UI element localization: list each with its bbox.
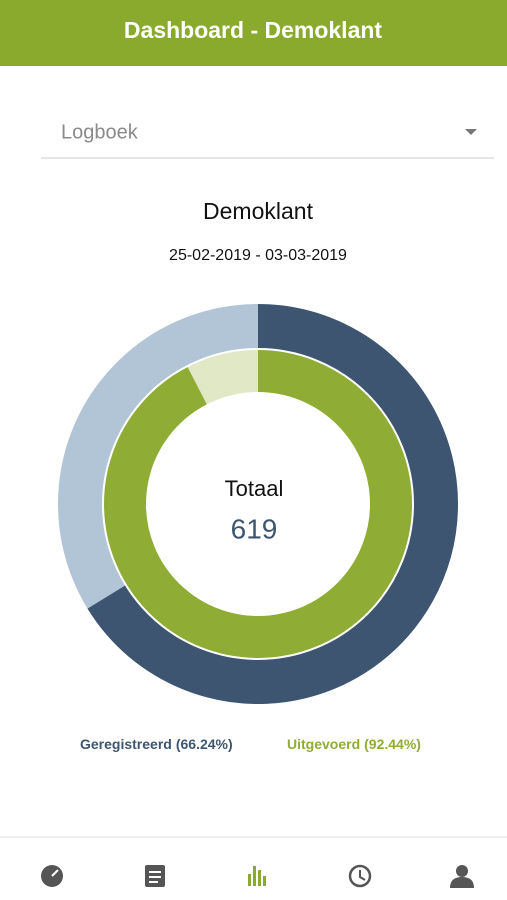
legend-entry: Uitgevoerd (92.44%) bbox=[287, 736, 421, 752]
legend-value: (92.44%) bbox=[364, 736, 421, 752]
legend: Geregistreerd (66.24%) Uitgevoerd (92.44%) bbox=[80, 736, 421, 752]
chart-title: Demoklant bbox=[203, 198, 314, 224]
nav-stats[interactable] bbox=[248, 866, 266, 886]
legend-entry: Geregistreerd (66.24%) bbox=[80, 736, 233, 752]
nav-time[interactable] bbox=[348, 864, 372, 888]
dropdown-arrow bbox=[465, 129, 477, 135]
header-bar bbox=[0, 0, 507, 66]
legend-value: (66.24%) bbox=[176, 736, 233, 752]
dropdown-label: Logboek bbox=[61, 121, 139, 143]
center-label: Totaal bbox=[225, 476, 284, 501]
legend-name: Uitgevoerd bbox=[287, 736, 360, 752]
header-title: Dashboard - Demoklant bbox=[124, 17, 382, 43]
chart-subtitle: 25-02-2019 - 03-03-2019 bbox=[169, 247, 347, 264]
ring-arc bbox=[103, 349, 413, 659]
donut bbox=[58, 304, 458, 704]
ring-arc bbox=[87, 304, 458, 704]
center-value: 619 bbox=[231, 513, 278, 544]
dropdown[interactable]: Logboek bbox=[41, 121, 494, 159]
nav-logbook[interactable] bbox=[145, 865, 165, 887]
legend-name: Geregistreerd bbox=[80, 736, 172, 752]
nav-profile[interactable] bbox=[450, 865, 474, 888]
ring-separator bbox=[102, 348, 414, 660]
nav-dashboard[interactable] bbox=[41, 865, 63, 887]
